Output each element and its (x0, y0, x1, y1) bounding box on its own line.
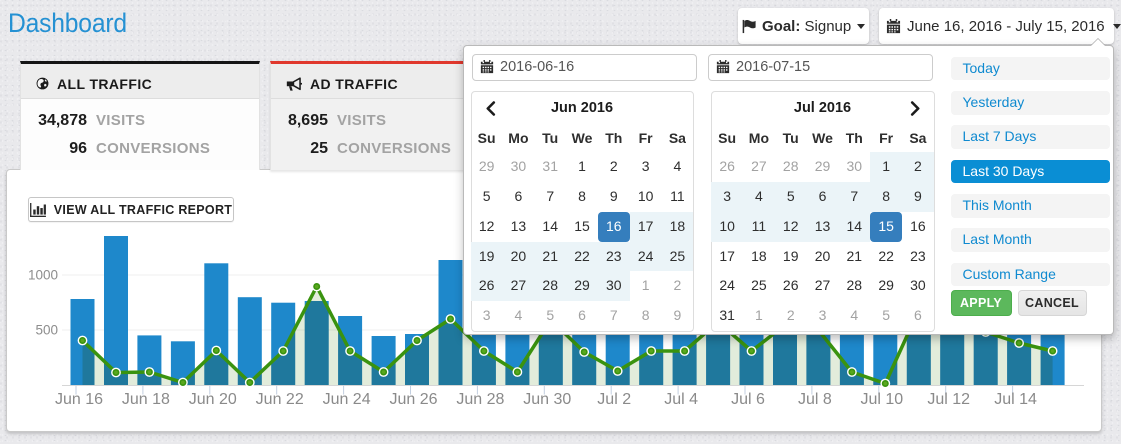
svg-text:Jun 30: Jun 30 (523, 391, 571, 408)
svg-text:Jun 24: Jun 24 (323, 391, 371, 408)
svg-text:Jun 16: Jun 16 (55, 391, 103, 408)
svg-text:Jun 20: Jun 20 (189, 391, 237, 408)
svg-text:Jul 6: Jul 6 (731, 391, 765, 408)
svg-text:500: 500 (35, 323, 58, 338)
svg-text:Jul 8: Jul 8 (798, 391, 832, 408)
svg-text:Jul 2: Jul 2 (597, 391, 631, 408)
svg-text:Jul 14: Jul 14 (994, 391, 1037, 408)
svg-text:Jul 4: Jul 4 (664, 391, 698, 408)
svg-text:Jun 26: Jun 26 (389, 391, 437, 408)
svg-text:1000: 1000 (28, 268, 58, 283)
svg-text:Jul 10: Jul 10 (860, 391, 903, 408)
svg-text:Jun 18: Jun 18 (122, 391, 170, 408)
svg-text:Jul 12: Jul 12 (927, 391, 970, 408)
svg-text:Jun 28: Jun 28 (456, 391, 504, 408)
svg-text:Jun 22: Jun 22 (256, 391, 304, 408)
